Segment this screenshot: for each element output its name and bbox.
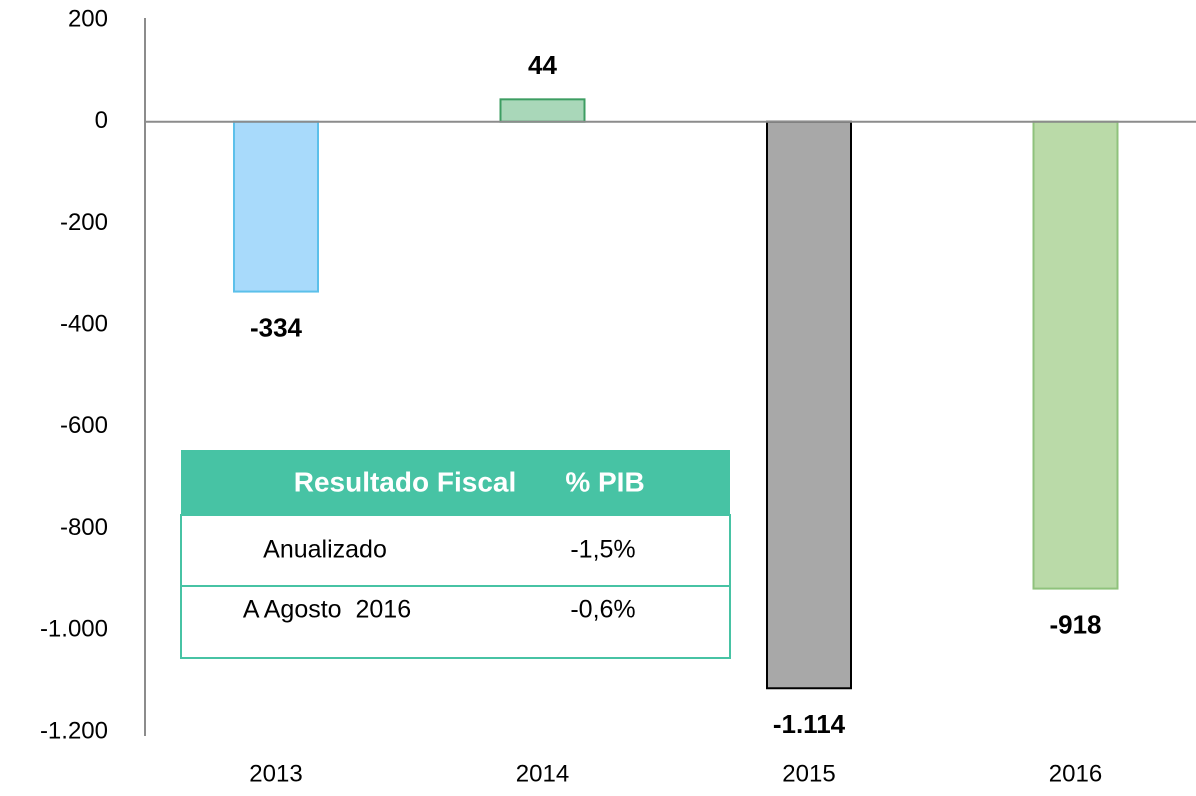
- y-tick-label: -200: [60, 209, 108, 236]
- x-tick-label: 2013: [249, 760, 302, 787]
- y-tick-label: -600: [60, 412, 108, 439]
- y-tick-label: 200: [68, 5, 108, 32]
- table-header-cell: % PIB: [565, 466, 644, 497]
- y-tick-label: 0: [95, 107, 108, 134]
- table-cell: Anualizado: [263, 536, 387, 564]
- data-label: -334: [250, 312, 303, 342]
- data-label: 44: [528, 50, 557, 80]
- y-tick-label: -1.000: [40, 616, 108, 643]
- table-header: [181, 450, 730, 515]
- inset-table: Resultado Fiscal % PIB Anualizado -1,5% …: [180, 450, 731, 659]
- table-cell: -0,6%: [570, 596, 635, 624]
- bar: [233, 120, 319, 293]
- x-tick-label: 2015: [782, 760, 835, 787]
- table-header-cell: Resultado Fiscal: [294, 466, 517, 497]
- bar: [1032, 120, 1119, 590]
- bar: [766, 120, 852, 690]
- data-label: -918: [1049, 609, 1101, 639]
- table-cell: A Agosto 2016: [243, 596, 411, 624]
- y-tick-label: -1.200: [40, 717, 108, 744]
- x-tick-label: 2016: [1049, 760, 1102, 787]
- table-cell: -1,5%: [570, 536, 635, 564]
- y-tick-label: -800: [60, 514, 108, 541]
- x-tick-label: 2014: [516, 760, 569, 787]
- y-tick-label: -400: [60, 310, 108, 337]
- data-label: -1.114: [773, 709, 846, 739]
- bar: [499, 98, 586, 123]
